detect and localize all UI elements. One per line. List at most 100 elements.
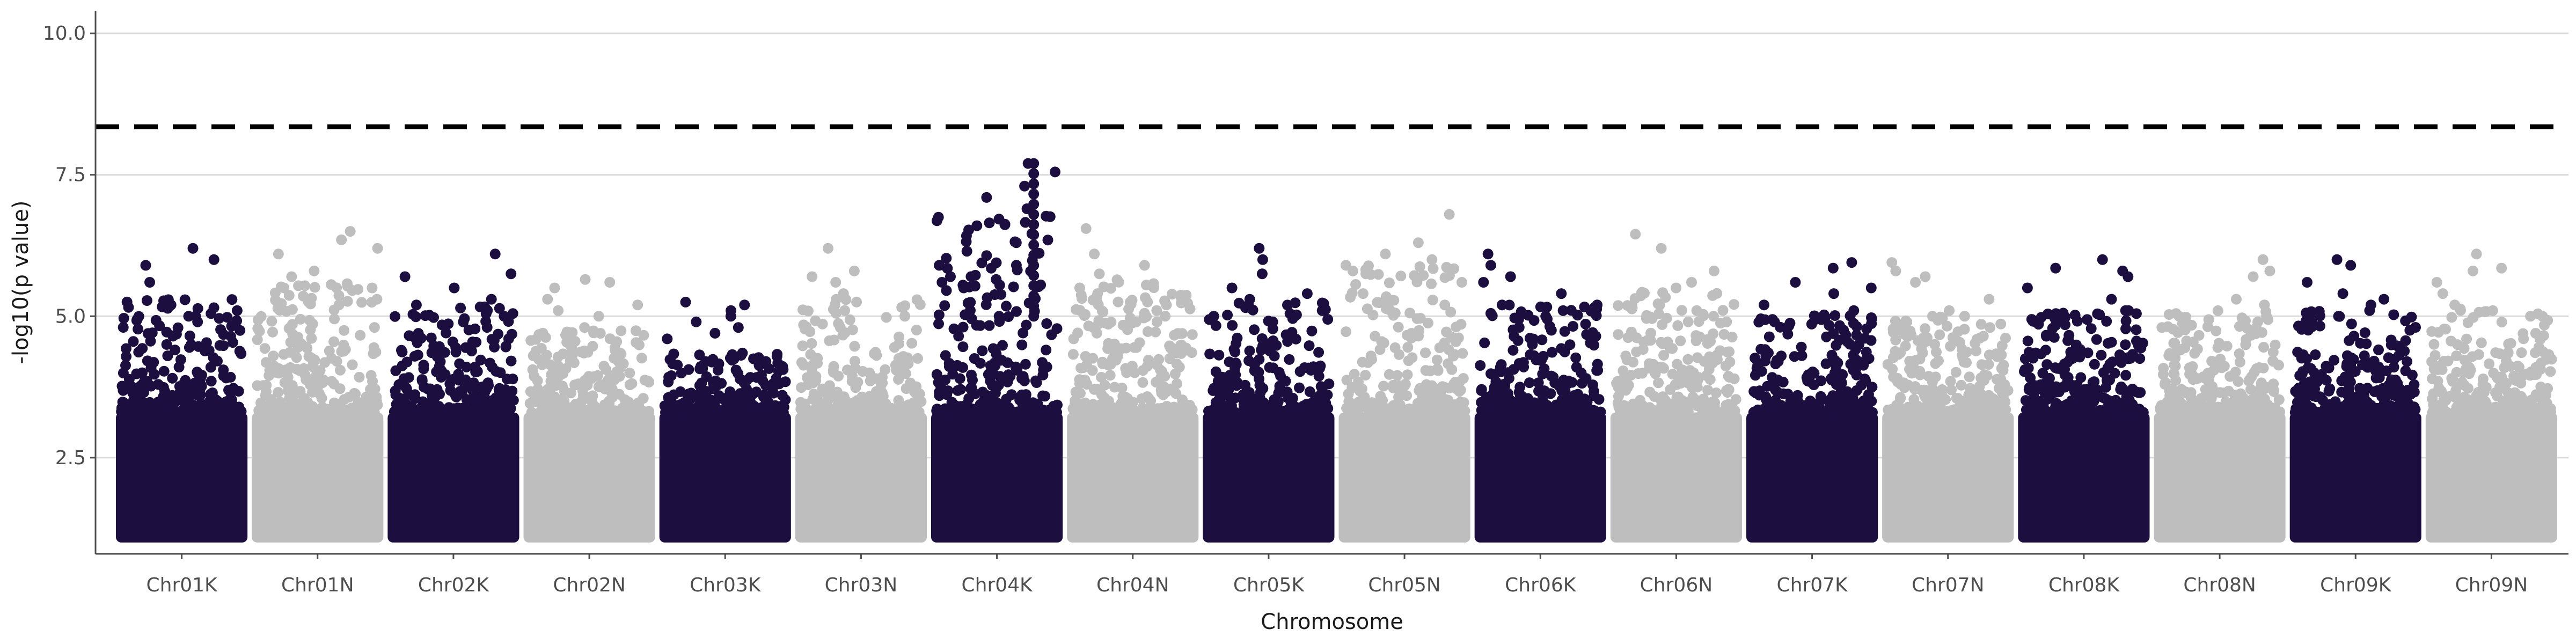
snp-point (1767, 372, 1778, 383)
snp-point (481, 401, 492, 413)
peak-snp-point (309, 265, 320, 276)
x-axis-title: Chromosome (1261, 610, 1403, 634)
snp-point (1675, 335, 1686, 347)
snp-point (409, 350, 420, 362)
peak-snp-point (1557, 305, 1569, 316)
snp-point (1104, 402, 1116, 414)
snp-point (2036, 348, 2046, 360)
peak-snp-point (945, 271, 956, 282)
snp-point (893, 374, 904, 385)
snp-point (2028, 394, 2039, 406)
snp-point (2252, 398, 2264, 409)
snp-point (1433, 396, 1444, 407)
snp-point (1249, 324, 1260, 335)
snp-point (796, 382, 807, 393)
peak-snp-point (192, 316, 203, 327)
snp-point (318, 374, 329, 385)
peak-snp-point (1828, 288, 1839, 299)
snp-point (335, 398, 346, 409)
snp-point (2131, 324, 2142, 335)
peak-snp-point (1686, 277, 1697, 288)
dense-points-band (795, 412, 927, 543)
snp-point (1984, 349, 1995, 361)
snp-point (2428, 388, 2439, 399)
snp-point (253, 405, 265, 416)
snp-point (1427, 295, 1438, 305)
snp-point (616, 325, 627, 336)
peak-snp-point (1708, 265, 1719, 276)
snp-point (1665, 384, 1676, 395)
snp-point (235, 325, 246, 336)
snp-point (2510, 375, 2521, 386)
snp-point (2236, 312, 2248, 324)
snp-point (1801, 372, 1812, 383)
snp-point (1966, 402, 1977, 414)
snp-point (1081, 379, 1093, 390)
snp-point (1014, 394, 1026, 406)
snp-point (1426, 380, 1437, 391)
x-tick-label: Chr01K (146, 574, 218, 596)
snp-point (1207, 406, 1218, 418)
chromosome-Chr08N (2154, 254, 2286, 543)
snp-point (287, 319, 298, 330)
peak-snp-point (823, 243, 833, 254)
snp-point (2297, 368, 2308, 379)
snp-point (1569, 390, 1580, 401)
snp-point (1541, 302, 1553, 313)
snp-point (475, 354, 486, 365)
peak-snp-point (579, 322, 590, 333)
peak-snp-point (838, 288, 849, 299)
snp-point (550, 363, 561, 375)
snp-point (143, 400, 154, 412)
snp-point (2089, 406, 2100, 418)
snp-point (1887, 363, 1898, 375)
snp-point (215, 324, 226, 335)
snp-point (1996, 340, 2008, 351)
snp-point (966, 382, 977, 393)
peak-snp-point (2496, 262, 2507, 274)
snp-point (1724, 346, 1735, 357)
snp-point (1931, 404, 1943, 414)
snp-point (218, 364, 229, 376)
peak-snp-point (1028, 188, 1040, 200)
snp-point (2096, 349, 2107, 361)
snp-point (2091, 334, 2102, 345)
snp-point (1613, 401, 1624, 413)
snp-point (1958, 356, 1970, 368)
snp-point (205, 362, 216, 373)
dense-points-band (116, 412, 248, 543)
snp-point (2184, 369, 2196, 380)
snp-point (1653, 377, 1664, 389)
snp-point (339, 325, 349, 336)
snp-point (1709, 400, 1720, 412)
snp-point (2189, 348, 2200, 359)
snp-point (2402, 356, 2413, 367)
snp-point (810, 315, 821, 326)
snp-point (595, 328, 606, 339)
y-tick-label: 7.5 (55, 164, 86, 186)
snp-point (981, 250, 992, 261)
snp-point (157, 392, 169, 403)
snp-point (1106, 317, 1117, 328)
snp-point (468, 377, 479, 389)
snp-point (203, 345, 215, 356)
snp-point (1890, 334, 1901, 346)
snp-point (415, 333, 427, 343)
snp-point (2294, 394, 2305, 406)
snp-point (2490, 387, 2501, 398)
peak-snp-point (1482, 248, 1494, 260)
snp-point (1544, 321, 1555, 332)
snp-point (1479, 337, 1490, 348)
snp-point (2540, 390, 2551, 401)
snp-point (1392, 370, 1403, 381)
snp-point (2494, 407, 2505, 418)
snp-point (2185, 387, 2197, 398)
snp-point (1587, 327, 1598, 338)
chromosome-Chr09K (2289, 254, 2421, 543)
snp-point (1217, 400, 1228, 412)
snp-point (2069, 310, 2081, 321)
dense-points-band (1338, 412, 1470, 543)
snp-point (2112, 406, 2123, 418)
chromosome-Chr02K (387, 248, 519, 543)
peak-snp-point (1028, 260, 1040, 271)
